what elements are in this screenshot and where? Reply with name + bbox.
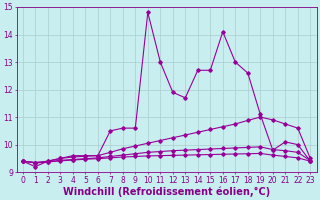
X-axis label: Windchill (Refroidissement éolien,°C): Windchill (Refroidissement éolien,°C) (63, 186, 270, 197)
